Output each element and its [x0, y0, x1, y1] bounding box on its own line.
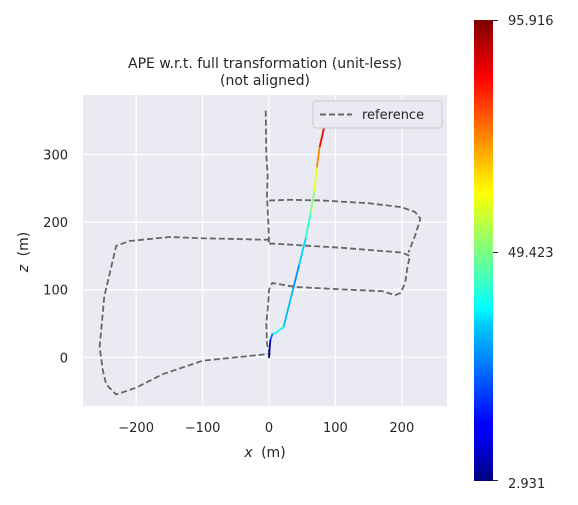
y-axis-label: z (m)	[16, 232, 32, 273]
y-tick-label: 0	[60, 351, 68, 366]
colorbar-label-mid: 49.423	[508, 246, 554, 261]
trajectory-segment	[268, 339, 272, 351]
legend: reference	[312, 100, 443, 129]
tick-layer: −200 −100 0 100 200 0 100 200 300	[43, 148, 414, 436]
x-axis-unit: (m)	[261, 445, 286, 461]
grid-layer	[83, 95, 447, 406]
x-tick-label: 100	[323, 421, 348, 436]
trajectory-segment	[304, 214, 312, 240]
trajectory-segment	[315, 146, 321, 169]
legend-reference-label: reference	[362, 108, 424, 123]
y-tick-label: 300	[43, 148, 68, 163]
colorbar-gradient	[474, 20, 493, 481]
trajectory-segment	[269, 333, 274, 342]
y-tick-label: 200	[43, 216, 68, 231]
colorbar: 95.916 49.423 2.931	[474, 14, 554, 492]
reference-line	[98, 110, 411, 396]
y-axis-var: z	[16, 264, 32, 273]
trajectory-segment	[297, 238, 307, 267]
trajectory-segment	[318, 126, 326, 149]
x-axis-var: x	[243, 445, 253, 461]
chart-title-line1: APE w.r.t. full transformation (unit-les…	[128, 56, 402, 72]
legend-box	[312, 100, 443, 129]
colorbar-label-min: 2.931	[508, 477, 545, 492]
x-tick-label: 200	[389, 421, 414, 436]
x-axis-label: x (m)	[243, 445, 285, 461]
trajectory-segment	[291, 265, 300, 291]
reference-line-segment	[268, 198, 422, 253]
trajectory-segment	[274, 325, 285, 334]
trajectory-segment	[282, 288, 294, 328]
plot-area	[83, 95, 447, 406]
x-tick-label: −200	[118, 421, 154, 436]
x-tick-label: −100	[185, 421, 221, 436]
trajectory-segment	[268, 348, 271, 359]
trajectory-segment	[309, 190, 316, 217]
trajectory-segment	[313, 167, 318, 193]
chart-title-line2: (not aligned)	[220, 73, 310, 89]
y-axis-unit: (m)	[16, 232, 32, 257]
x-tick-label: 0	[265, 421, 273, 436]
y-tick-label: 100	[43, 284, 68, 299]
colorbar-label-max: 95.916	[508, 14, 554, 29]
